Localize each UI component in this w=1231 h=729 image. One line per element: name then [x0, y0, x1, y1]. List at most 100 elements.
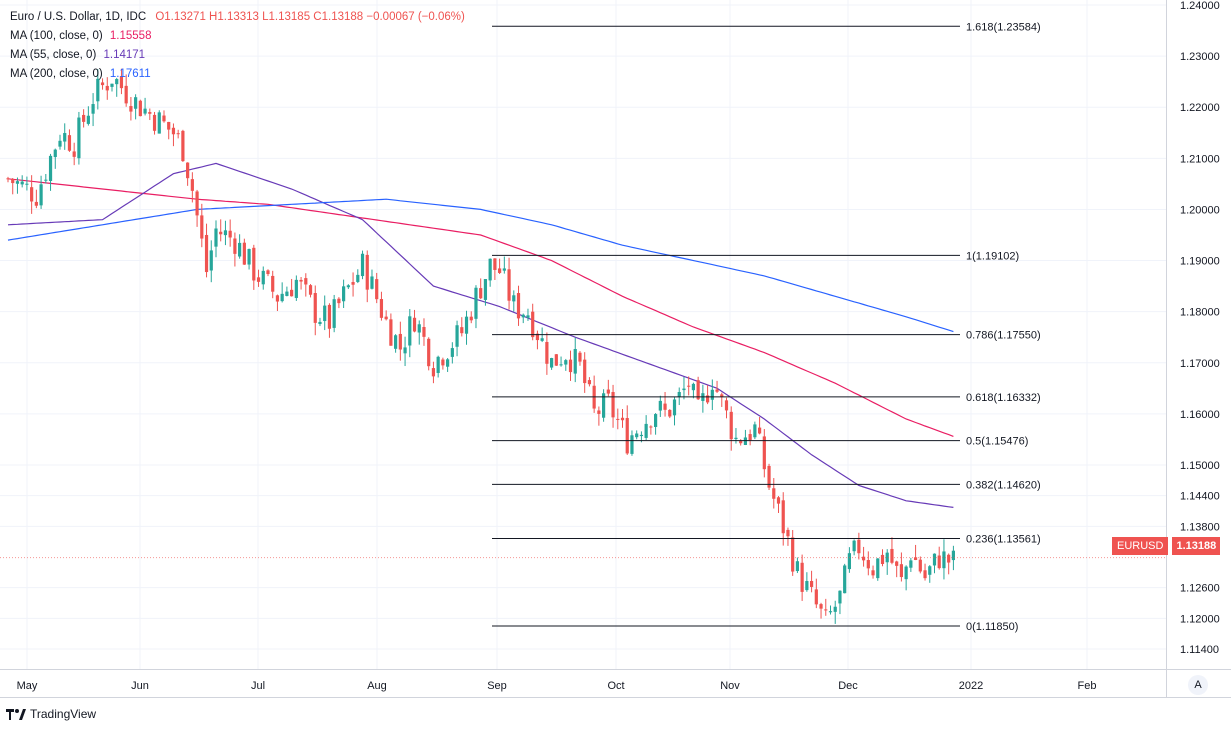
candle-body — [587, 380, 592, 385]
candle — [928, 565, 932, 583]
candle — [186, 162, 190, 186]
candle-body — [275, 295, 280, 302]
x-tick-label: Jul — [251, 680, 265, 692]
candle — [635, 430, 639, 440]
candle-body — [550, 358, 554, 368]
candle-body — [942, 551, 946, 569]
candle-body — [687, 385, 691, 387]
x-tick-label: Jun — [131, 680, 149, 692]
candle-body — [228, 230, 232, 238]
indicator-ma55[interactable]: MA (55, close, 0) 1.14171 — [10, 46, 465, 65]
candle-body — [928, 566, 932, 575]
candle-body — [866, 560, 870, 569]
auto-scale-button[interactable]: A — [1188, 675, 1208, 695]
candle — [375, 272, 379, 304]
candle — [67, 129, 72, 152]
candle — [176, 129, 180, 139]
x-tick-label: Oct — [607, 680, 624, 692]
candle — [932, 553, 937, 574]
indicator-label: MA (55, close, 0) — [10, 49, 97, 61]
candle-body — [271, 275, 275, 292]
candle — [412, 309, 417, 333]
open-value: O1.13271 — [155, 11, 206, 23]
candle — [791, 530, 795, 576]
candle-body — [190, 179, 194, 191]
candle-body — [119, 76, 124, 89]
candle-body — [644, 423, 648, 438]
x-tick-label: Feb — [1078, 680, 1097, 692]
y-tick-label: 1.15000 — [1180, 460, 1220, 472]
candle-body — [682, 388, 686, 391]
candle-body — [143, 108, 147, 114]
candle — [427, 337, 431, 371]
candle — [942, 539, 946, 580]
candle — [828, 605, 833, 615]
candle-body — [394, 335, 398, 349]
candle-body — [15, 181, 20, 184]
fib-level-label: 1.618(1.23584) — [966, 21, 1041, 33]
candle — [658, 395, 662, 417]
candle-body — [512, 295, 516, 302]
indicator-ma100[interactable]: MA (100, close, 0) 1.15558 — [10, 27, 465, 46]
candle-body — [299, 279, 303, 282]
candle-body — [247, 249, 251, 265]
candle-body — [649, 426, 653, 428]
symbol-row: Euro / U.S. Dollar, 1D, IDC O1.13271 H1.… — [10, 8, 465, 27]
candle — [833, 600, 837, 624]
candle — [30, 175, 34, 214]
candle-body — [729, 411, 733, 440]
symbol-label: EURUSD — [1112, 537, 1169, 555]
candle-body — [583, 359, 587, 384]
candle-body — [209, 250, 213, 271]
y-tick-label: 1.21000 — [1180, 153, 1220, 165]
candle — [653, 413, 658, 435]
tradingview-logo[interactable]: TradingView — [6, 707, 96, 721]
x-tick-label: Nov — [720, 680, 740, 692]
candle-body — [294, 279, 298, 298]
candle — [512, 290, 516, 312]
fib-level-label: 0.236(1.13561) — [966, 534, 1041, 546]
candle-body — [48, 155, 53, 181]
candle — [786, 527, 790, 546]
candle — [6, 176, 10, 183]
candle-body — [148, 112, 152, 114]
candle — [554, 354, 558, 366]
candle — [843, 563, 847, 594]
candle-body — [795, 561, 800, 572]
candle — [602, 389, 606, 422]
indicator-ma200[interactable]: MA (200, close, 0) 1.17611 — [10, 65, 465, 84]
candle — [526, 308, 530, 321]
candle — [337, 297, 341, 309]
candle-body — [772, 488, 776, 499]
indicator-label: MA (200, close, 0) — [10, 68, 103, 80]
candle — [734, 428, 738, 444]
candle-body — [488, 258, 492, 281]
candle-body — [937, 555, 941, 569]
candle-body — [734, 437, 738, 440]
candle-body — [384, 316, 388, 320]
candle — [266, 269, 270, 277]
candle — [44, 173, 48, 184]
candle-body — [157, 112, 161, 134]
candle-body — [757, 427, 762, 434]
candle-body — [516, 293, 521, 319]
candle — [200, 203, 204, 248]
candle — [937, 546, 941, 570]
candle — [360, 250, 365, 280]
candle-body — [800, 562, 804, 592]
candle — [11, 178, 15, 195]
candle — [379, 291, 384, 321]
candle-body — [63, 133, 67, 142]
candle — [261, 266, 265, 290]
candle-body — [67, 135, 72, 151]
candle-body — [332, 299, 336, 328]
candle-body — [635, 433, 639, 438]
candle — [559, 356, 563, 367]
candle — [748, 429, 752, 446]
candle-body — [545, 341, 549, 364]
candle — [507, 257, 511, 310]
candle-body — [327, 304, 332, 329]
candle-body — [710, 389, 714, 400]
candle — [819, 602, 823, 619]
